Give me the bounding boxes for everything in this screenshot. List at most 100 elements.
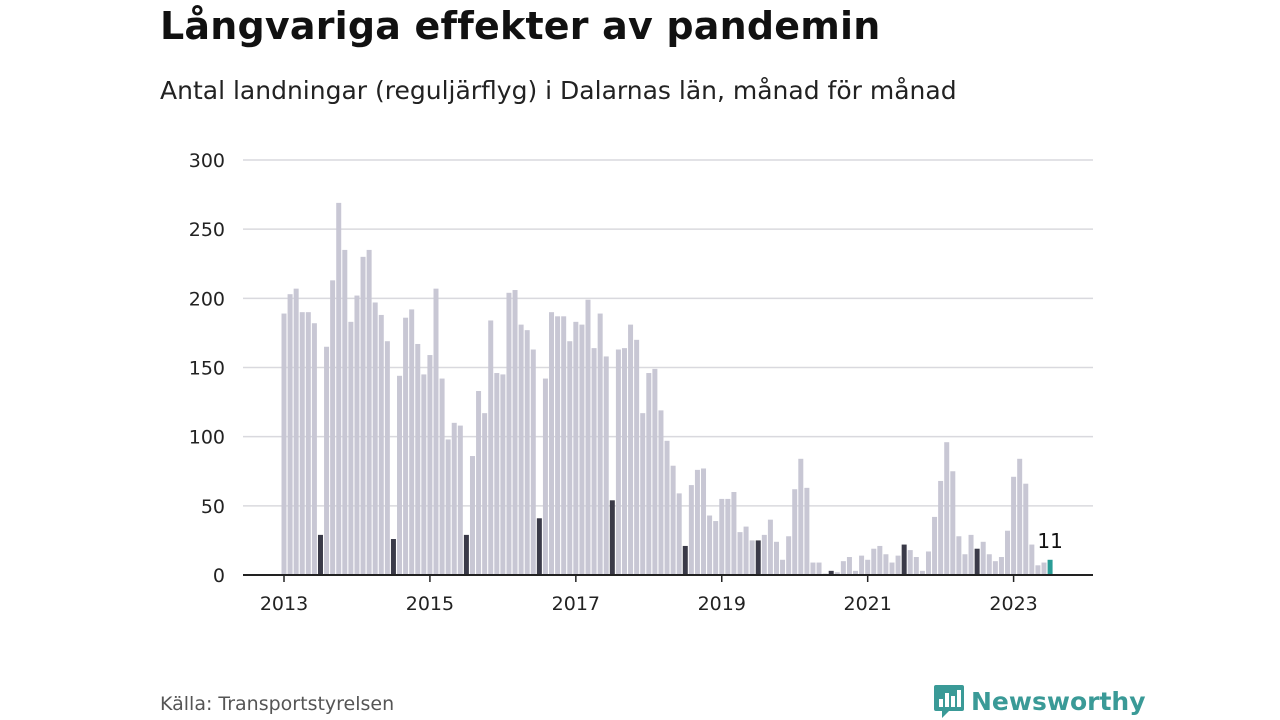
bar [786,536,792,575]
x-tick-label: 2015 [406,593,454,615]
bar [488,320,494,575]
bar [506,292,512,575]
y-tick-label: 250 [189,219,225,241]
bar [676,493,682,575]
bar [883,554,889,575]
bar [986,554,992,575]
bar [494,373,500,575]
x-tick-label: 2017 [552,593,600,615]
x-tick-label: 2021 [844,593,892,615]
bar [628,324,634,575]
brand-logo: Newsworthy [933,681,1146,720]
bar [536,518,542,575]
y-tick-label: 300 [189,150,225,172]
bar [1011,476,1017,575]
bar [634,339,640,575]
bar [603,356,609,575]
y-tick-label: 50 [201,496,225,518]
y-tick-label: 0 [213,565,225,587]
bar [366,249,372,575]
bar [1047,559,1053,575]
bar [895,555,901,575]
brand-name: Newsworthy [971,686,1146,716]
bar [749,540,755,575]
y-tick-label: 150 [189,358,225,380]
bar [567,341,573,575]
bar [482,413,488,575]
bar [859,555,865,575]
bar [652,368,658,575]
bar [834,572,840,575]
y-tick-label: 200 [189,288,225,310]
latest-value-label: 11 [1037,529,1062,553]
bar [840,561,846,575]
bar [688,485,694,575]
bar [336,202,342,575]
bar [640,413,646,575]
bar [512,290,518,575]
bar [342,249,348,575]
bar [451,422,457,575]
bar [907,550,913,575]
bar [932,516,938,575]
bar [944,442,950,575]
bar [1017,458,1023,575]
bar [968,534,974,575]
bar [324,346,330,575]
x-tick-label: 2019 [698,593,746,615]
bar [773,541,779,575]
bar [816,562,822,575]
bar [421,374,427,575]
bar [597,313,603,575]
bar [998,557,1004,575]
bar [415,343,421,575]
bar [397,375,403,575]
x-tick-label: 2023 [989,593,1037,615]
bar [555,316,561,575]
source-note: Källa: Transportstyrelsen [160,693,395,715]
bar [737,532,743,575]
y-tick-label: 100 [189,427,225,449]
bar [476,391,482,575]
bar [281,313,287,575]
bar [1035,565,1041,575]
bar [913,557,919,575]
bar [445,439,451,575]
bar [615,349,621,575]
bar [853,570,859,575]
bar [889,562,895,575]
bar [609,500,615,575]
bar [865,559,871,575]
bar [299,312,305,575]
bar [713,521,719,575]
bar [433,288,439,575]
bar [810,562,816,575]
bar [561,316,567,575]
x-tick-label: 2013 [260,593,308,615]
bar [792,489,798,575]
bar [992,561,998,575]
bar [360,256,366,575]
bar [317,534,323,575]
bar [731,492,737,575]
bar [500,374,506,575]
bar [877,545,883,575]
bar [287,294,293,575]
bar [372,302,378,575]
bar [925,551,931,575]
bar [390,539,396,575]
bar [828,570,834,575]
bar [962,554,968,575]
bar [780,559,786,575]
bar [542,378,548,575]
bar [658,410,664,575]
bar [579,324,585,575]
bar [761,534,767,575]
bar [1029,544,1035,575]
bar [701,468,707,575]
bar [549,312,555,575]
bar [518,324,524,575]
bar [901,544,907,575]
